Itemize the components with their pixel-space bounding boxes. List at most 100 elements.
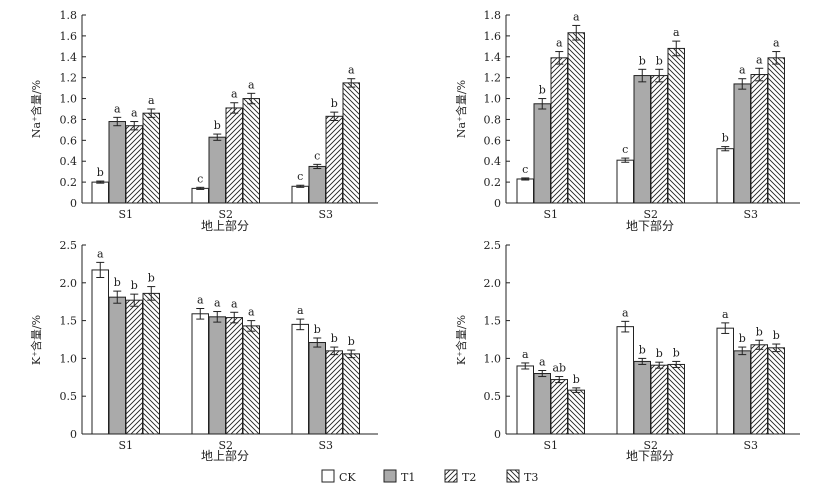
x-tick-label: S2 [218,208,233,221]
error-bar [113,116,122,127]
error-bar [296,318,305,331]
bar-T2-S3 [750,344,768,435]
legend: CK T1 T2 T3 [321,469,538,484]
error-bar [196,186,205,190]
significance-letter: a [556,37,563,50]
bar-T2-S2 [225,107,243,204]
error-bar [230,102,239,114]
y-tick-label: 0 [494,428,501,441]
y-tick-label: 1.8 [60,9,78,22]
bar-CK-S3 [291,323,309,435]
error-bar [313,163,322,170]
significance-letter: a [573,10,580,23]
x-tick-label: S3 [318,439,333,452]
error-bar [755,339,764,350]
bar-T1-S1 [533,373,551,435]
bar-T3-S1 [142,292,160,435]
significance-letter: a [148,94,155,107]
significance-letter: b [148,272,155,285]
y-tick-label: 0.8 [60,113,78,126]
significance-letter: b [722,132,729,145]
bar-T2-S1 [550,57,568,204]
error-bar [638,357,647,365]
significance-letter: a [97,247,104,260]
significance-letter: a [214,297,221,310]
significance-letter: a [739,64,746,77]
y-tick-label: 2.0 [60,277,78,290]
y-tick-label: 0.2 [484,176,502,189]
significance-letter: b [97,166,104,179]
significance-letter: b [214,119,221,132]
y-axis-label: Na⁺含量/% [29,80,43,138]
error-bar [213,133,222,141]
error-bar [555,51,564,65]
bar-T3-S1 [567,389,585,435]
y-tick-label: 1.6 [484,30,502,43]
bar-T3-S2 [242,325,260,435]
error-bar [555,376,564,384]
significance-letter: b [673,346,680,359]
bar-T1-S1 [108,121,126,204]
error-bar [247,92,256,105]
legend-swatch [444,469,458,483]
error-bar [247,320,256,332]
y-tick-label: 1.4 [484,51,502,64]
x-tick-label: S3 [743,208,758,221]
error-bar [113,290,122,304]
chart-panel-top-right: 00.20.40.60.81.01.21.41.61.8Na⁺含量/%cbaaS… [454,9,800,233]
error-bar [672,360,681,368]
significance-letter: a [773,37,780,50]
error-bar [738,346,747,356]
bar-T3-S2 [667,363,685,435]
significance-letter: b [539,84,546,97]
bar-T3-S1 [567,32,585,204]
bar-CK-S3 [716,148,734,204]
bar-T1-S1 [108,296,126,435]
error-bar [213,311,222,323]
x-axis-label: 地下部分 [626,448,674,463]
x-tick-label: S3 [743,439,758,452]
significance-letter: b [739,332,746,345]
legend-item-T3: T3 [506,469,538,484]
bar-T3-S3 [767,57,785,204]
x-tick-label: S1 [118,439,133,452]
significance-letter: a [197,294,204,307]
y-tick-label: 1.0 [484,93,502,106]
significance-letter: ab [552,362,566,375]
x-tick-label: S3 [318,208,333,221]
bar-T3-S1 [142,112,160,204]
y-tick-label: 2.5 [484,239,502,252]
error-bar [313,337,322,348]
y-tick-label: 1.0 [60,352,78,365]
y-tick-label: 1.6 [60,30,78,43]
legend-item-T2: T2 [444,469,476,484]
y-tick-label: 1.0 [60,93,78,106]
y-tick-label: 1.5 [484,315,502,328]
error-bar [130,293,139,307]
error-bar [621,320,630,333]
significance-letter: b [314,323,321,336]
bar-CK-S1 [516,178,534,204]
error-bar [772,343,781,353]
bar-T2-S2 [225,317,243,435]
y-tick-label: 0.6 [60,134,78,147]
bar-T3-S2 [667,47,685,204]
error-bar [96,180,105,184]
significance-letter: b [114,276,121,289]
bar-T1-S3 [308,165,326,204]
error-bar [672,40,681,57]
significance-letter: a [622,306,629,319]
bar-CK-S3 [291,185,309,204]
significance-letter: b [331,332,338,345]
y-tick-label: 2.0 [484,277,502,290]
error-bar [638,68,647,83]
bar-T3-S2 [242,98,260,204]
bar-T2-S2 [650,364,668,435]
x-tick-label: S2 [643,208,658,221]
bar-T2-S1 [125,125,143,204]
y-tick-label: 1.2 [60,72,78,85]
y-tick-label: 0.2 [60,176,78,189]
bar-T1-S2 [208,136,226,204]
bar-CK-S3 [716,327,734,435]
